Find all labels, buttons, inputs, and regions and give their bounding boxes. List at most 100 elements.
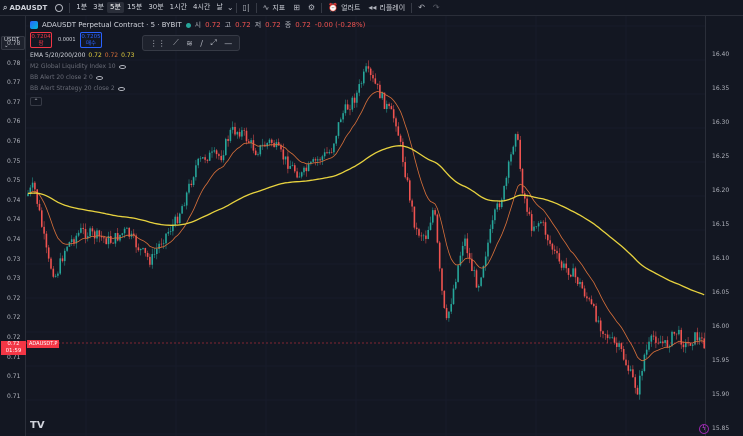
add-symbol-button[interactable]	[51, 0, 67, 16]
candle-body	[57, 273, 59, 276]
candle-body	[565, 263, 567, 269]
candle-body	[597, 320, 600, 322]
line-tool-icon[interactable]: ∕	[200, 38, 203, 48]
collapse-legend-button[interactable]: ⌃	[30, 97, 42, 106]
candle-body	[374, 78, 377, 84]
tradingview-logo: TV	[30, 420, 45, 431]
candle-body	[284, 156, 287, 160]
undo-button[interactable]: ↶	[414, 0, 429, 16]
chevron-down-icon[interactable]: ⌄	[226, 3, 234, 12]
left-axis-tick-label: 0.75	[7, 177, 21, 185]
candle-body	[158, 243, 160, 249]
eye-icon[interactable]	[95, 75, 103, 80]
drawing-toolbar: ⋮⋮ ⟋ ≋ ∕ ⤢ —	[142, 35, 240, 51]
candle-body	[418, 229, 420, 236]
high-value: 0.72	[235, 21, 251, 29]
path-tool-icon[interactable]: ⤢	[210, 38, 217, 47]
indicator-name: BB Alert 20 close 2 0	[30, 74, 93, 81]
timeframe-30m[interactable]: 30분	[148, 3, 164, 11]
candle-body	[31, 182, 34, 188]
candle-body	[252, 140, 255, 151]
tool-button[interactable]: ⚙	[304, 0, 319, 16]
open-value: 0.72	[205, 21, 221, 29]
candle-body	[234, 126, 236, 135]
candle-body	[691, 344, 694, 346]
bolt-icon[interactable]: ϟ	[699, 424, 709, 434]
candle-body	[632, 369, 634, 378]
candle-body	[588, 298, 590, 300]
candle-body	[245, 130, 248, 142]
indicators-button[interactable]: ∿ 지표	[259, 0, 290, 16]
candle-body	[133, 233, 135, 236]
right-price-axis[interactable]: 16.40 16.35 16.30 16.25 16.20 16.15 16.10 16.05…	[705, 16, 743, 436]
candle-body	[668, 346, 671, 348]
right-axis-tick-label: 16.10	[712, 255, 730, 262]
candle-body	[139, 248, 142, 251]
candle-body	[634, 377, 636, 388]
timeframe-1d[interactable]: 날	[216, 3, 223, 11]
trend-tool-icon[interactable]: ⟋	[173, 38, 179, 47]
candle-body	[137, 247, 140, 251]
timeframe-15m[interactable]: 15분	[126, 3, 143, 11]
candle-body	[494, 209, 496, 221]
candle-body	[192, 177, 195, 185]
candle-body	[340, 119, 342, 123]
redo-button[interactable]: ↷	[429, 0, 444, 16]
replay-button[interactable]: ◂◂ 리플레이	[364, 0, 409, 16]
indicator-bb-alert[interactable]: BB Alert 20 close 2 0	[30, 74, 103, 81]
candle-body	[365, 66, 367, 72]
candle-body	[169, 231, 172, 232]
candle-body	[218, 154, 220, 156]
symbol-search[interactable]: ⌕ ADAUSDT	[0, 0, 51, 16]
candle-body	[450, 304, 452, 312]
candle-body	[544, 222, 547, 235]
candle-body	[243, 130, 245, 131]
timeframe-5m[interactable]: 5분	[107, 2, 124, 13]
indicator-m2[interactable]: M2 Global Liquidity Index 10	[30, 63, 126, 70]
candle-body	[29, 187, 32, 194]
candle-body	[204, 157, 206, 160]
fib-tool-icon[interactable]: ≋	[186, 38, 193, 48]
candle-body	[321, 156, 324, 161]
candle-body	[167, 231, 170, 234]
candle-body	[248, 141, 250, 143]
drag-handle-icon[interactable]: ⋮⋮	[149, 38, 166, 48]
timeframe-1h[interactable]: 1시간	[169, 3, 188, 11]
candle-body	[406, 177, 409, 181]
candle-body	[687, 342, 689, 344]
indicator-bb-strategy[interactable]: BB Alert Strategy 20 close 2	[30, 85, 125, 92]
candle-body	[314, 159, 317, 161]
left-axis-tick-label: 0.72	[7, 334, 21, 341]
plus-circle-icon	[55, 3, 64, 12]
candle-body	[61, 258, 64, 262]
candle-body	[558, 253, 561, 262]
candle-body	[190, 183, 193, 185]
timeframe-1m[interactable]: 1분	[76, 3, 88, 11]
candle-body	[595, 305, 597, 322]
current-price: 0.72	[7, 341, 20, 347]
candle-body	[383, 92, 386, 109]
price-chart[interactable]	[26, 16, 705, 436]
buy-button[interactable]: 0.7205 매수	[80, 32, 102, 48]
currency-select[interactable]: USDT ⌄	[1, 36, 25, 50]
candle-body	[496, 203, 498, 210]
candle-body	[328, 152, 331, 154]
sell-button[interactable]: 0.7204 팜	[30, 32, 52, 48]
alert-button[interactable]: ⏰ 얼러트	[324, 0, 364, 16]
candle-body	[54, 275, 57, 277]
low-value: 0.72	[265, 21, 281, 29]
chart-type-button[interactable]: ▯|	[239, 0, 254, 16]
horizontal-line-icon[interactable]: —	[224, 38, 233, 48]
timeframe-3m[interactable]: 3분	[93, 3, 105, 11]
candle-body	[432, 210, 434, 223]
candle-body	[390, 106, 393, 110]
divider	[255, 2, 257, 13]
eye-icon[interactable]	[117, 86, 125, 91]
candle-body	[91, 228, 94, 232]
left-price-axis[interactable]: USDT ⌄ 0.78 0.78 0.77 0.77 0.76 0.76 0.75 0.75 0…	[0, 16, 26, 436]
templates-button[interactable]: ⊞	[289, 0, 304, 16]
candle-body	[333, 143, 335, 153]
eye-icon[interactable]	[118, 64, 126, 69]
timeframe-4h[interactable]: 4시간	[193, 3, 211, 11]
indicator-ema[interactable]: EMA 5/20/200/200 0.72 0.72 0.73	[30, 52, 134, 59]
